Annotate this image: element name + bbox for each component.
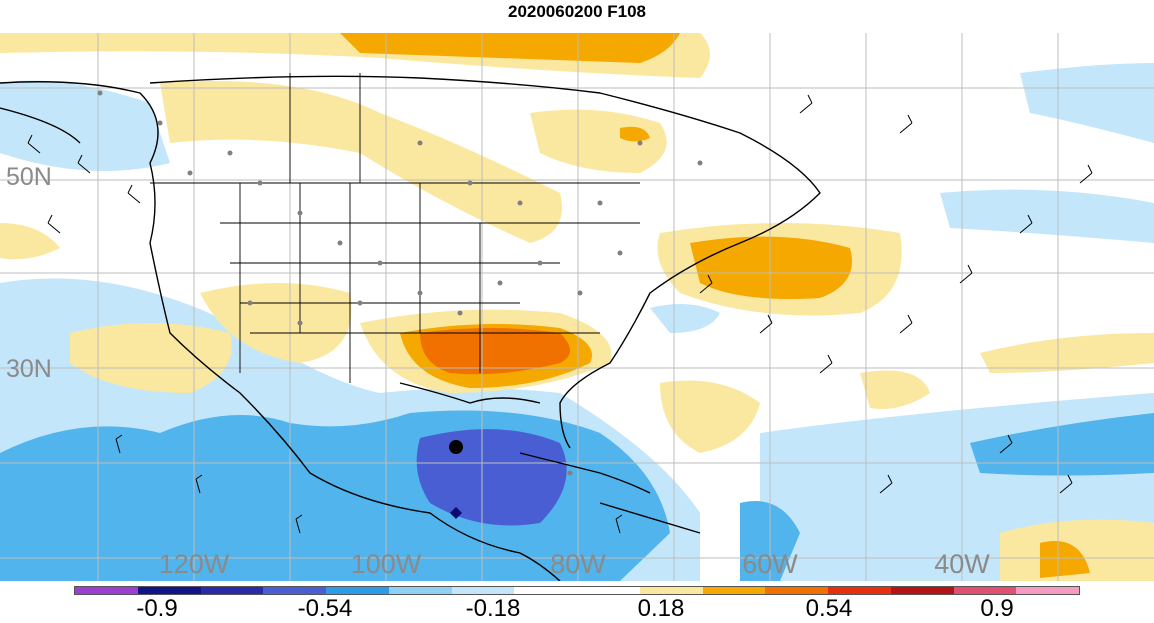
- positive-anomaly-region: [0, 223, 60, 260]
- colorbar-segment: [514, 587, 577, 594]
- colorbar-label: -0.9: [136, 595, 178, 622]
- positive-anomaly-region: [860, 370, 930, 409]
- colorbar-label: -0.18: [465, 595, 521, 622]
- lon-label-40w: 40W: [934, 549, 990, 579]
- lon-label-120w: 120W: [158, 549, 230, 579]
- colorbar-segment: [890, 587, 954, 594]
- colorbar-segment: [577, 587, 640, 594]
- coastlines: [0, 75, 821, 581]
- negative-anomaly-region: [970, 413, 1154, 476]
- positive-anomaly-region: [1040, 541, 1090, 578]
- lon-label-60w: 60W: [742, 549, 798, 579]
- positive-anomaly-region: [340, 33, 680, 63]
- negative-anomaly-region: [940, 189, 1154, 243]
- colorbar-segment: [702, 587, 766, 594]
- lat-lon-grid: [0, 33, 1154, 581]
- storm-origin-marker: [450, 507, 462, 519]
- positive-anomaly-region: [620, 126, 650, 142]
- colorbar-segment: [451, 587, 515, 594]
- positive-anomaly-region: [420, 328, 570, 375]
- negative-anomaly-region: [1020, 63, 1154, 143]
- wind-barbs: [27, 94, 1093, 534]
- color-scale-bar: [74, 586, 1080, 595]
- lon-label-80w: 80W: [550, 549, 606, 579]
- colorbar-segment: [953, 587, 1017, 594]
- positive-anomaly-region: [690, 236, 852, 299]
- positive-anomaly-region: [70, 323, 232, 393]
- colorbar-segment: [765, 587, 828, 594]
- colorbar-label: -0.54: [297, 595, 353, 622]
- colorbar-label: 0.54: [805, 595, 853, 622]
- station-dots: [97, 90, 703, 476]
- forecast-map: 50N 30N 120W 100W 80W 60W 40W: [0, 33, 1154, 581]
- negative-anomaly-region: [650, 304, 720, 333]
- colorbar-segment: [1016, 587, 1079, 594]
- positive-anomaly-region: [980, 333, 1154, 373]
- colorbar-label: 0.18: [637, 595, 685, 622]
- colorbar-segment: [200, 587, 264, 594]
- positive-anomaly-region: [660, 380, 760, 453]
- colorbar-segment: [828, 587, 891, 594]
- lon-label-100w: 100W: [350, 549, 422, 579]
- storm-center-marker: [449, 440, 463, 454]
- state-borders: [150, 73, 640, 383]
- colorbar-segment: [639, 587, 703, 594]
- colorbar-segment: [263, 587, 326, 594]
- colorbar-segment: [388, 587, 452, 594]
- positive-anomaly-region: [160, 81, 562, 243]
- anomaly-shading: [0, 33, 1154, 581]
- lat-label-30n: 30N: [6, 355, 52, 383]
- colorbar-segment: [326, 587, 389, 594]
- colorbar-label: 0.9: [980, 595, 1014, 622]
- negative-anomaly-region: [0, 80, 170, 171]
- positive-anomaly-region: [530, 109, 667, 173]
- colorbar-segment: [75, 587, 138, 594]
- lat-label-50n: 50N: [6, 163, 52, 191]
- map-title: 2020060200 F108: [507, 2, 647, 21]
- colorbar-segment: [137, 587, 201, 594]
